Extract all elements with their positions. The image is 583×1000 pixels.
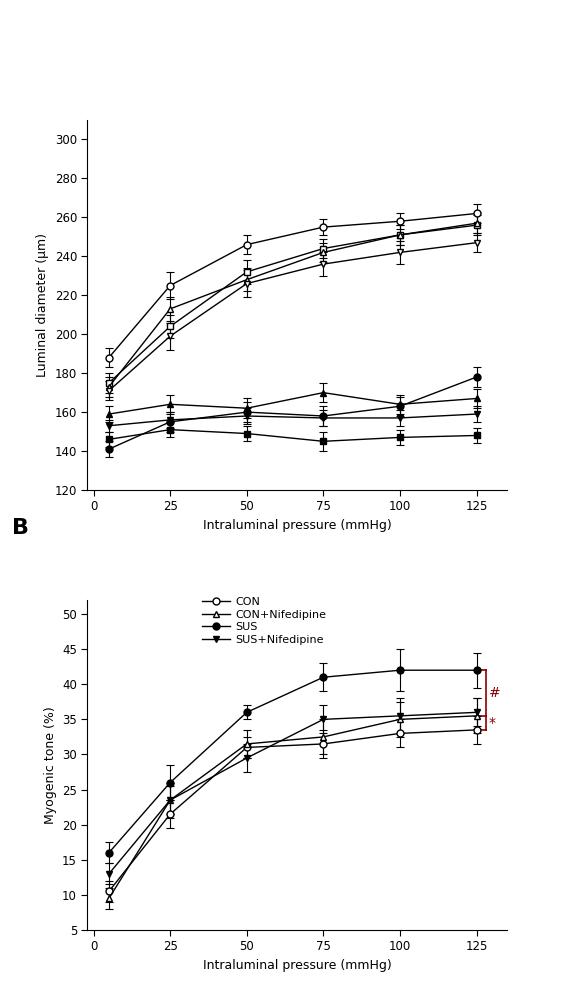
- Y-axis label: Luminal diameter (μm): Luminal diameter (μm): [36, 233, 49, 377]
- X-axis label: Intraluminal pressure (mmHg): Intraluminal pressure (mmHg): [203, 519, 392, 532]
- Legend: CON.p, SUS.p, CON+Nifedipine.p, SUS+Nifedipine.p, CON.a, SUS.a, CON+Nifedipine.a: CON.p, SUS.p, CON+Nifedipine.p, SUS+Nife…: [198, 0, 342, 4]
- Y-axis label: Myogenic tone (%): Myogenic tone (%): [44, 706, 57, 824]
- Text: B: B: [12, 518, 29, 538]
- Text: #: #: [489, 686, 501, 700]
- Legend: CON, CON+Nifedipine, SUS, SUS+Nifedipine: CON, CON+Nifedipine, SUS, SUS+Nifedipine: [198, 592, 331, 650]
- X-axis label: Intraluminal pressure (mmHg): Intraluminal pressure (mmHg): [203, 959, 392, 972]
- Text: *: *: [489, 716, 496, 730]
